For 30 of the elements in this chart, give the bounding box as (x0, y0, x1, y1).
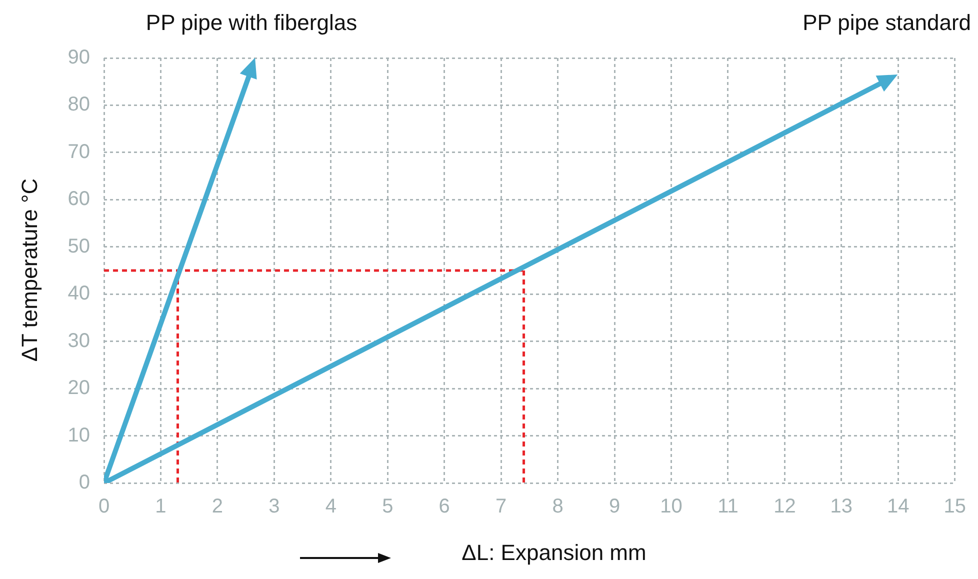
x-tick-label: 10 (660, 496, 682, 518)
y-tick-label: 90 (68, 46, 90, 69)
x-tick-label: 3 (268, 496, 280, 518)
x-tick-label: 14 (887, 496, 910, 518)
y-tick-label: 20 (68, 377, 90, 400)
y-tick-label: 10 (68, 424, 90, 446)
x-tick-label: 11 (718, 496, 738, 518)
x-tick-label: 0 (98, 496, 110, 518)
y-tick-label: 70 (68, 140, 90, 163)
x-tick-label: 9 (608, 496, 620, 518)
x-tick-label: 2 (212, 496, 224, 518)
y-tick-label: 40 (68, 282, 90, 305)
series-label: PP pipe with fiberglas (146, 10, 358, 36)
x-tick-label: 4 (325, 496, 336, 518)
x-tick-label: 1 (155, 496, 166, 518)
x-tick-label: 13 (830, 496, 853, 518)
y-tick-label: 50 (68, 235, 90, 258)
y-tick-label: 80 (68, 94, 90, 116)
x-tick-label: 6 (438, 496, 450, 518)
x-tick-label: 5 (382, 496, 394, 518)
x-tick-label: 7 (496, 496, 507, 518)
y-tick-label: 60 (68, 188, 90, 210)
x-tick-label: 15 (944, 496, 966, 518)
y-tick-label: 30 (68, 330, 90, 352)
x-tick-label: 12 (774, 496, 796, 518)
y-tick-label: 0 (78, 472, 90, 494)
x-axis-title: ΔL: Expansion mm (460, 540, 648, 566)
text: PP pipe standard (802, 10, 971, 36)
x-tick-label: 8 (552, 496, 564, 518)
y-axis-title: ΔT temperature °C (17, 178, 43, 362)
